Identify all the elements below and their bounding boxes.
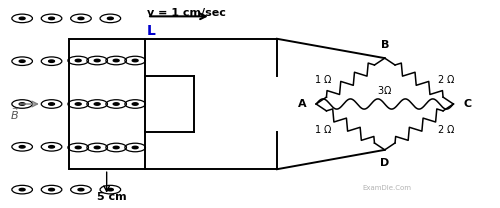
Text: C: C [463,99,471,109]
Circle shape [108,188,114,191]
Circle shape [48,188,54,191]
Circle shape [132,146,138,149]
Circle shape [108,60,114,62]
Text: B: B [380,40,389,50]
Circle shape [78,60,84,62]
Circle shape [132,59,138,62]
Text: $\vec{B}$: $\vec{B}$ [10,106,19,122]
Text: A: A [298,99,306,109]
Circle shape [48,146,54,148]
Circle shape [132,103,138,105]
Circle shape [78,17,84,20]
Circle shape [78,188,84,191]
Text: 1 $\Omega$: 1 $\Omega$ [314,73,332,85]
Circle shape [113,59,119,62]
Circle shape [48,17,54,20]
Text: 2 $\Omega$: 2 $\Omega$ [437,73,455,85]
Circle shape [78,103,84,105]
Circle shape [78,146,84,148]
Text: D: D [380,158,390,168]
Circle shape [94,103,100,105]
Circle shape [113,146,119,149]
Circle shape [76,103,81,105]
Text: 1 $\Omega$: 1 $\Omega$ [314,123,332,135]
Text: v = 1 cm/sec: v = 1 cm/sec [147,8,226,18]
Circle shape [76,146,81,149]
Text: 3$\Omega$: 3$\Omega$ [377,84,392,96]
Circle shape [19,17,25,20]
Circle shape [76,59,81,62]
Circle shape [113,103,119,105]
Circle shape [19,60,25,62]
Circle shape [19,103,25,105]
Circle shape [108,146,114,148]
Circle shape [19,188,25,191]
Circle shape [48,60,54,62]
Circle shape [94,59,100,62]
Circle shape [108,103,114,105]
Text: 5 cm: 5 cm [97,192,126,202]
Text: L: L [147,24,156,38]
Circle shape [48,103,54,105]
Bar [68,39,144,169]
Circle shape [19,146,25,148]
Circle shape [108,17,114,20]
Text: 2 $\Omega$: 2 $\Omega$ [437,123,455,135]
Circle shape [94,146,100,149]
Text: ExamDle.Com: ExamDle.Com [362,184,412,191]
